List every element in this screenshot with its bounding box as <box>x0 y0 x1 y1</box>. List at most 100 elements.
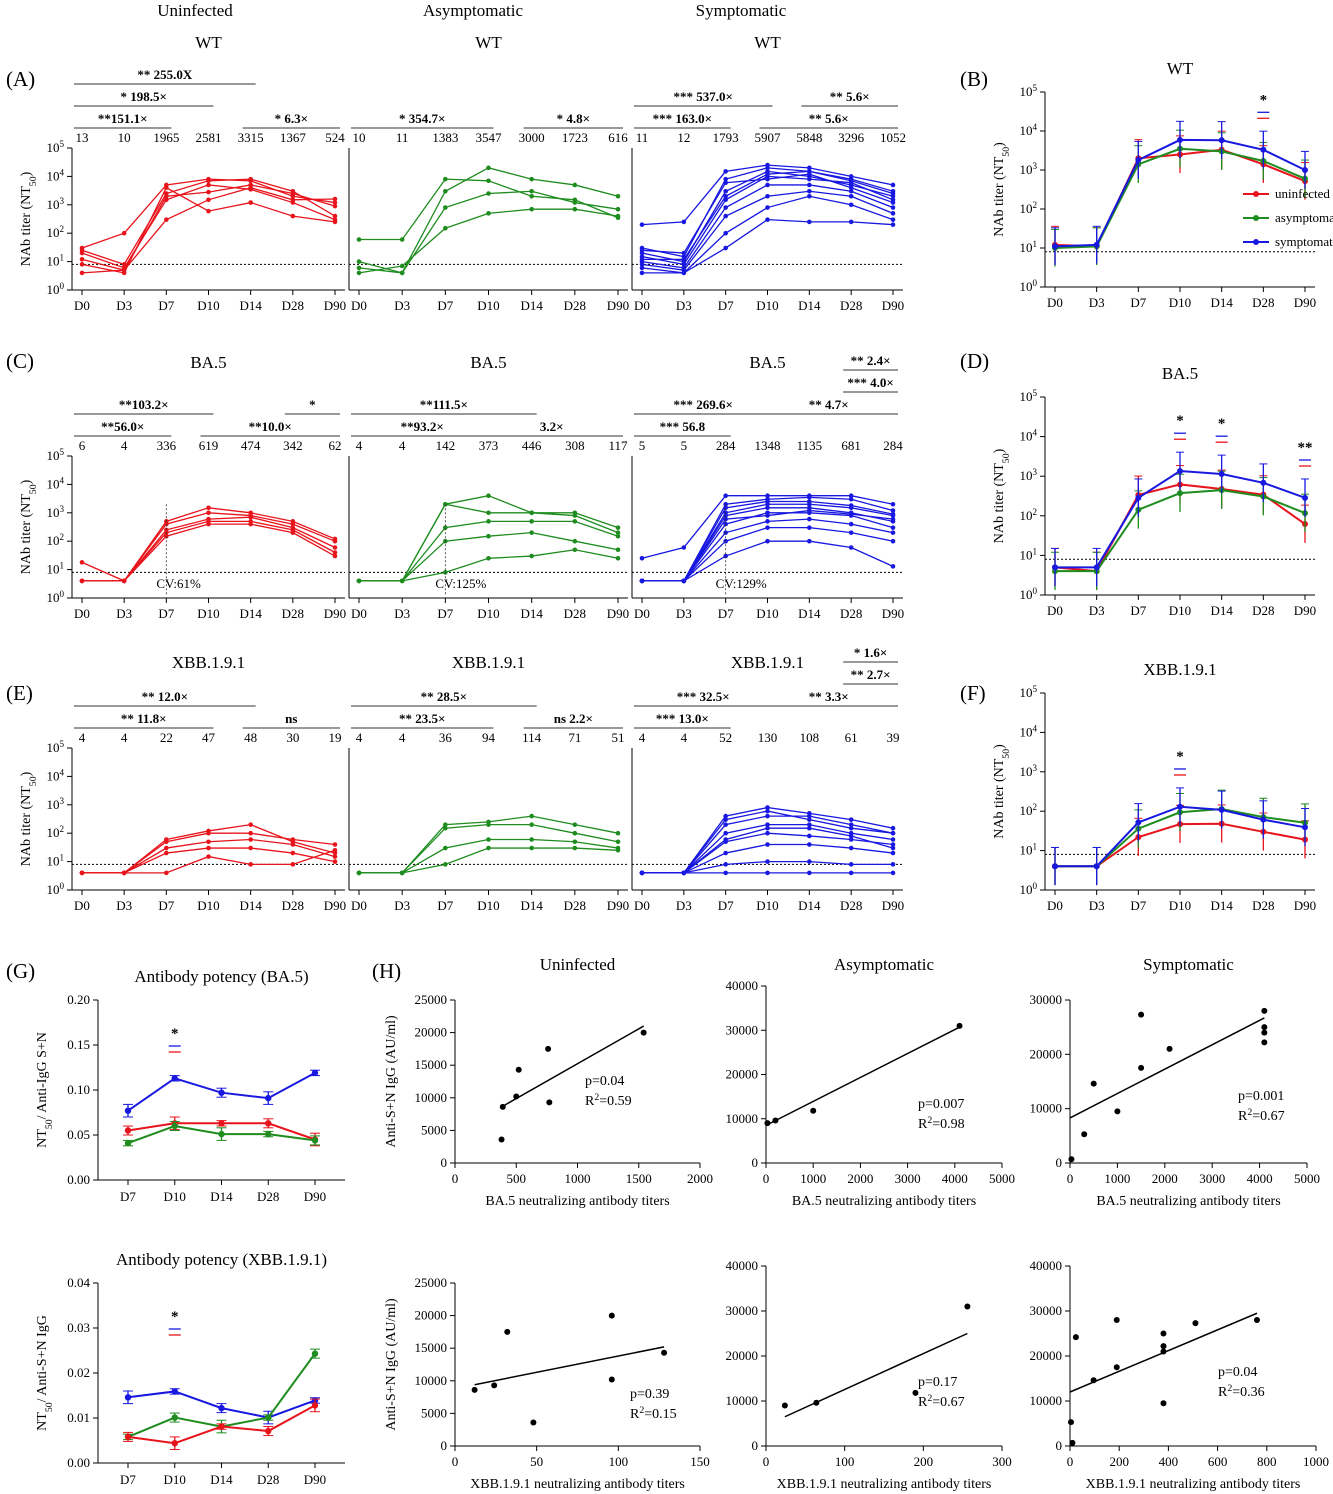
data-point <box>723 516 728 522</box>
data-point <box>807 508 812 513</box>
bracket-label: ** 4.7× <box>809 397 849 412</box>
bracket-label: ns <box>285 711 297 726</box>
x-tick-label: D10 <box>1169 603 1191 618</box>
data-point <box>848 178 854 184</box>
x-tick-label: D90 <box>324 606 346 621</box>
x-tick-label: D90 <box>1294 898 1316 913</box>
bracket-label: **151.1× <box>98 111 148 126</box>
panel-b: 100 101 102 103 104 105 NAb titer (NT50) D0 D3 D7… <box>960 59 1333 310</box>
gmt-label: 474 <box>241 438 261 453</box>
gmt-label: 3296 <box>838 130 865 145</box>
x-tick-label: D14 <box>210 1189 233 1204</box>
gmt-label: 114 <box>522 730 542 745</box>
x-tick-label: 600 <box>1208 1454 1228 1469</box>
data-point <box>443 845 448 851</box>
data-point <box>290 521 296 527</box>
data-point <box>890 530 896 535</box>
gmt-label: 11 <box>396 130 409 145</box>
y-tick-label: 0.15 <box>67 1037 90 1052</box>
data-point <box>723 169 728 174</box>
data-point <box>890 516 896 522</box>
y-axis-label: Anti-S+N IgG (AU/ml) <box>384 1298 399 1431</box>
data-point <box>399 270 405 276</box>
data-point <box>572 206 578 212</box>
x-tick-label: 1000 <box>1303 1454 1329 1469</box>
scatter-point <box>1138 1011 1145 1018</box>
data-point <box>890 217 896 222</box>
x-tick-label: D3 <box>1089 295 1105 310</box>
x-tick-label: D3 <box>1089 898 1105 913</box>
x-tick-label: D3 <box>116 606 132 621</box>
p-value: p=0.17 <box>918 1375 957 1390</box>
data-point <box>807 176 812 182</box>
gmt-label: 5 <box>639 438 646 453</box>
x-tick-label: 1500 <box>626 1171 652 1186</box>
data-point <box>248 514 253 520</box>
legend-label: uninfected <box>1275 186 1330 201</box>
data-point <box>681 257 687 262</box>
x-tick-label: D28 <box>282 606 304 621</box>
data-point <box>848 833 854 839</box>
data-point <box>121 230 127 236</box>
y-tick-label: 20000 <box>1030 1046 1063 1061</box>
y-tick-label: 0.01 <box>67 1410 90 1425</box>
x-tick-label: 100 <box>609 1454 629 1469</box>
bracket-label: **111.5× <box>420 397 468 412</box>
series-line <box>81 178 336 249</box>
y-tick-label: 101 <box>1019 842 1037 858</box>
data-point <box>164 217 169 222</box>
data-point <box>890 222 896 227</box>
data-point <box>765 165 770 171</box>
data-point <box>807 516 812 522</box>
gmt-label: 3315 <box>238 130 264 145</box>
x-tick-label: D0 <box>351 606 367 621</box>
data-point <box>443 862 448 867</box>
data-point <box>529 837 534 842</box>
data-point <box>572 830 578 836</box>
data-point <box>807 499 812 504</box>
data-point <box>848 193 854 199</box>
data-point <box>765 205 770 210</box>
y-tick-label: 101 <box>1019 546 1037 562</box>
gmt-label: 1723 <box>562 130 588 145</box>
data-point <box>848 202 854 208</box>
data-point <box>1260 816 1267 823</box>
x-tick-label: D90 <box>882 298 904 313</box>
data-point <box>332 550 338 555</box>
y-tick-label: 0.00 <box>67 1172 90 1187</box>
gmt-label: 22 <box>160 730 173 745</box>
r-squared: R2=0.67 <box>918 1393 965 1411</box>
scatter-point <box>1166 1045 1173 1052</box>
data-point <box>265 1427 272 1435</box>
panel-title: Asymptomatic <box>834 955 935 974</box>
data-point <box>356 259 362 264</box>
data-point <box>171 1440 178 1447</box>
x-tick-label: D28 <box>840 898 862 913</box>
data-point <box>399 870 405 876</box>
data-point <box>1052 564 1058 571</box>
panel-title: WT <box>1167 59 1194 78</box>
data-point <box>1218 137 1225 144</box>
x-tick-label: D28 <box>282 298 304 313</box>
data-point <box>765 822 770 827</box>
y-tick-label: 105 <box>46 739 64 755</box>
data-point <box>890 525 896 530</box>
data-point <box>765 830 770 836</box>
bracket-label: * 4.8× <box>557 111 590 126</box>
data-point <box>332 854 338 859</box>
data-point <box>332 538 338 544</box>
data-point <box>443 205 448 210</box>
data-point <box>848 493 854 499</box>
panel-c2: D0 D3 D7 D10 D14 D28 D90 BA.5 4 4 142 373 446 308 117 *… <box>348 353 629 621</box>
data-point <box>639 555 645 561</box>
x-tick-label: D7 <box>120 1472 136 1487</box>
data-point <box>206 830 211 836</box>
legend-marker <box>1253 215 1259 221</box>
scatter-point <box>1261 1039 1268 1046</box>
data-point <box>572 182 578 188</box>
y-tick-label: 10000 <box>726 1393 759 1408</box>
data-point <box>311 1137 319 1144</box>
x-tick-label: D7 <box>1130 603 1146 618</box>
data-point <box>848 817 854 822</box>
series-line <box>642 507 894 582</box>
